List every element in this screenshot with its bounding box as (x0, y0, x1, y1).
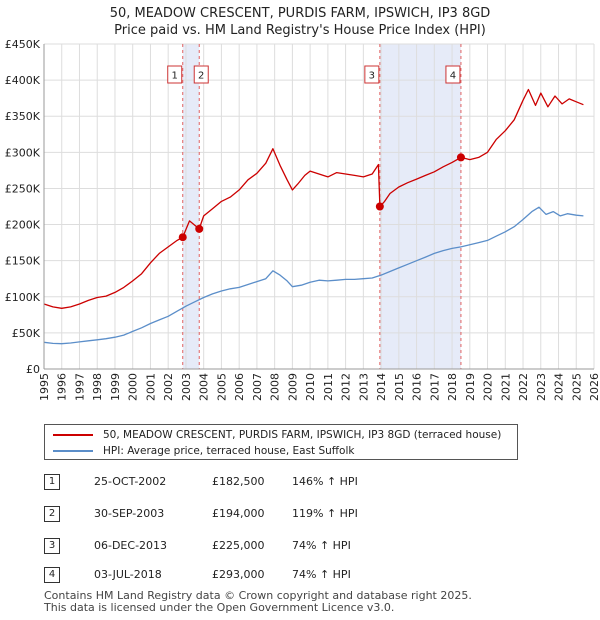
transaction-hpi-change: 146% ↑ HPI (292, 475, 358, 488)
y-tick-label: £100K (5, 291, 41, 304)
transaction-row: 4 03-JUL-2018 £293,000 74% ↑ HPI (44, 567, 464, 587)
x-tick-label: 2008 (269, 373, 282, 401)
x-tick-label: 2016 (411, 373, 424, 401)
transaction-hpi-change: 74% ↑ HPI (292, 539, 351, 552)
transaction-price: £293,000 (212, 568, 265, 581)
legend-item-property: 50, MEADOW CRESCENT, PURDIS FARM, IPSWIC… (53, 427, 501, 443)
x-tick-label: 2013 (357, 373, 370, 401)
sale-label-text: 1 (172, 71, 178, 82)
y-tick-label: £200K (5, 219, 41, 232)
x-tick-label: 2009 (286, 373, 299, 401)
y-tick-label: £350K (5, 110, 41, 123)
x-tick-label: 2019 (464, 373, 477, 401)
x-tick-label: 1998 (91, 373, 104, 401)
x-tick-label: 2001 (144, 373, 157, 401)
sale-label-text: 3 (369, 71, 375, 82)
transaction-row: 2 30-SEP-2003 £194,000 119% ↑ HPI (44, 506, 464, 526)
transaction-hpi-change: 74% ↑ HPI (292, 568, 351, 581)
sale-label-text: 4 (450, 71, 456, 82)
x-tick-label: 2000 (127, 373, 140, 401)
chart-title-line2: Price paid vs. HM Land Registry's House … (114, 23, 486, 38)
shaded-period (182, 44, 200, 369)
x-tick-label: 2026 (588, 373, 600, 401)
x-tick-label: 2004 (198, 373, 211, 401)
transaction-price: £225,000 (212, 539, 265, 552)
x-tick-label: 2006 (233, 373, 246, 401)
sale-label-text: 2 (198, 71, 204, 82)
sale-label-boxes: 1 2 3 4 (167, 65, 461, 84)
y-tick-label: £250K (5, 182, 41, 195)
y-tick-label: £300K (5, 146, 41, 159)
x-tick-label: 2023 (535, 373, 548, 401)
legend-swatch-property (53, 434, 93, 436)
footer-licence: This data is licensed under the Open Gov… (44, 601, 395, 614)
x-tick-label: 2003 (180, 373, 193, 401)
shaded-period (379, 44, 461, 369)
x-tick-label: 2011 (322, 373, 335, 401)
x-tick-label: 2024 (553, 373, 566, 401)
transaction-date: 06-DEC-2013 (94, 539, 168, 552)
transaction-date: 25-OCT-2002 (94, 475, 167, 488)
x-tick-label: 2021 (499, 373, 512, 401)
legend-item-hpi: HPI: Average price, terraced house, East… (53, 443, 354, 459)
x-tick-label: 1997 (73, 373, 86, 401)
x-tick-label: 2017 (428, 373, 441, 401)
transaction-number: 2 (44, 506, 60, 522)
x-tick-label: 2012 (340, 373, 353, 401)
axes (43, 44, 594, 370)
plot-area (44, 44, 594, 369)
x-tick-label: 2018 (446, 373, 459, 401)
x-tick-label: 2015 (393, 373, 406, 401)
x-tick-label: 1995 (38, 373, 51, 401)
transaction-row: 1 25-OCT-2002 £182,500 146% ↑ HPI (44, 474, 464, 494)
price-chart: 1 2 3 4 £0 £50K £100K £150K £200K £250K £300K £350… (5, 38, 600, 401)
transaction-number: 3 (44, 538, 60, 554)
y-tick-label: £0 (26, 363, 40, 376)
transaction-date: 03-JUL-2018 (94, 568, 162, 581)
x-tick-label: 2010 (304, 373, 317, 401)
x-tick-label: 2007 (251, 373, 264, 401)
sale-point (178, 233, 187, 242)
x-tick-label: 2025 (570, 373, 583, 401)
x-tick-label: 2022 (517, 373, 530, 401)
x-tick-label: 2020 (482, 373, 495, 401)
x-tick-label: 2005 (215, 373, 228, 401)
y-tick-label: £400K (5, 74, 41, 87)
series-lines (43, 88, 584, 345)
tick-labels: £0 £50K £100K £150K £200K £250K £300K £350K £400… (5, 38, 600, 401)
property-price-line (43, 88, 584, 309)
x-tick-label: 2014 (375, 373, 388, 401)
footer: Contains HM Land Registry data © Crown c… (44, 590, 472, 614)
sale-label-box (445, 65, 461, 84)
hpi-line (43, 206, 584, 345)
y-tick-label: £450K (5, 38, 41, 51)
legend: 50, MEADOW CRESCENT, PURDIS FARM, IPSWIC… (44, 424, 518, 460)
legend-label-hpi: HPI: Average price, terraced house, East… (103, 445, 355, 457)
transaction-number: 4 (44, 567, 60, 583)
transaction-number: 1 (44, 474, 60, 490)
y-tick-label: £50K (12, 327, 41, 340)
transaction-date: 30-SEP-2003 (94, 507, 165, 520)
sale-point (195, 224, 204, 233)
transaction-row: 3 06-DEC-2013 £225,000 74% ↑ HPI (44, 538, 464, 558)
chart-title-line1: 50, MEADOW CRESCENT, PURDIS FARM, IPSWIC… (109, 6, 491, 21)
x-tick-label: 1996 (56, 373, 69, 401)
sale-point (456, 153, 465, 162)
legend-swatch-hpi (53, 450, 93, 452)
transaction-hpi-change: 119% ↑ HPI (292, 507, 358, 520)
transaction-price: £182,500 (212, 475, 265, 488)
sale-label-box (167, 65, 183, 84)
x-tick-label: 1999 (109, 373, 122, 401)
x-tick-label: 2002 (162, 373, 175, 401)
y-tick-label: £150K (5, 255, 41, 268)
shaded-periods (44, 44, 594, 369)
legend-label-property: 50, MEADOW CRESCENT, PURDIS FARM, IPSWIC… (103, 429, 502, 441)
transaction-price: £194,000 (212, 507, 265, 520)
sale-label-box (193, 65, 209, 84)
sale-points (178, 153, 465, 242)
sale-point (375, 202, 384, 211)
sale-label-box (364, 65, 380, 84)
footer-copyright: Contains HM Land Registry data © Crown c… (44, 589, 472, 602)
